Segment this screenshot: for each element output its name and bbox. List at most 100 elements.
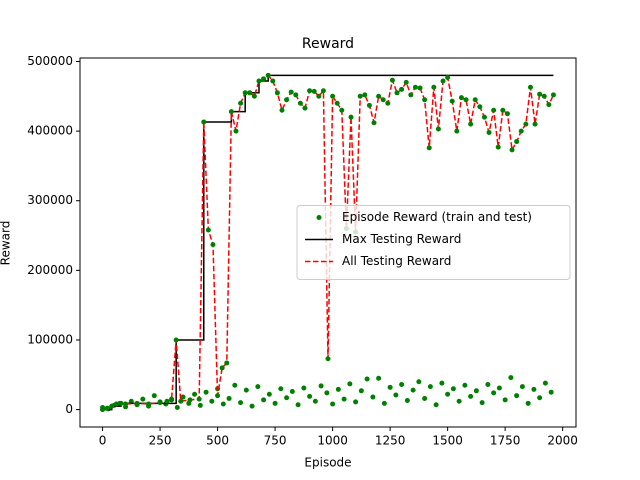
scatter-point [485,382,491,388]
line-marker [463,97,469,103]
scatter-point [462,382,468,388]
y-tick-label: 100000 [27,332,73,346]
line-marker [228,109,234,115]
scatter-point [180,394,186,400]
line-marker [311,88,317,94]
line-marker [196,396,202,402]
scatter-point [376,375,382,381]
line-marker [178,398,184,404]
line-marker [316,93,322,99]
x-tick-label: 2000 [547,434,578,448]
line-marker [325,356,331,362]
scatter-point [197,402,203,408]
line-marker [134,400,140,406]
scatter-point [445,391,451,397]
line-marker [157,400,163,406]
line-marker [205,227,211,233]
scatter-point [301,385,307,391]
line-marker [233,128,239,134]
line-marker [541,93,547,99]
line-marker [238,100,244,106]
scatter-point [479,400,485,406]
scatter-point [364,376,370,382]
line-marker [514,139,520,145]
line-marker [330,93,336,99]
line-marker [371,120,377,126]
line-marker [261,76,267,82]
x-axis-label: Episode [304,456,351,470]
line-marker [431,84,437,90]
scatter-point [140,396,146,402]
scatter-point [272,400,278,406]
scatter-point [289,388,295,394]
line-marker [224,360,230,366]
line-marker [297,100,303,106]
scatter-point [174,405,180,411]
scatter-point [542,380,548,386]
line-marker [422,97,428,103]
scatter-point [514,393,520,399]
scatter-point [261,397,267,403]
scatter-point [370,394,376,400]
line-marker [408,92,414,98]
line-marker [100,407,106,413]
line-marker [251,93,257,99]
scatter-point [243,387,249,393]
scatter-point [537,395,543,401]
line-marker [550,92,556,98]
line-marker [412,84,418,90]
scatter-point [151,393,157,399]
line-marker [288,89,294,95]
x-tick-label: 750 [264,434,287,448]
line-marker [113,401,119,407]
scatter-point [496,385,502,391]
y-tick-label: 400000 [27,124,73,138]
line-marker [449,98,455,104]
y-tick-label: 200000 [27,263,73,277]
line-marker [256,78,262,84]
scatter-point [548,389,554,395]
scatter-point [468,393,474,399]
line-marker [247,90,253,96]
x-tick-label: 0 [99,434,107,448]
x-tick-label: 1500 [432,434,463,448]
line-marker [274,90,280,96]
scatter-point [278,386,284,392]
line-marker [477,104,483,110]
scatter-point [353,399,359,405]
line-marker [164,398,170,404]
line-marker [173,337,179,343]
line-marker [523,121,529,127]
line-marker [399,86,405,92]
line-marker [426,145,432,151]
legend: Episode Reward (train and test) Max Testi… [296,205,571,280]
line-marker [532,121,538,127]
line-marker [284,97,290,103]
line-marker [500,107,506,113]
line-marker [495,144,501,150]
line-marker [279,107,285,113]
line-marker [270,78,276,84]
scatter-point [284,395,290,401]
legend-label: Max Testing Reward [342,232,461,246]
line-marker [527,84,533,90]
scatter-point [508,375,514,381]
scatter-point [439,380,445,386]
scatter-point [266,391,272,397]
line-marker [385,100,391,106]
line-marker [445,74,451,80]
line-marker [320,88,326,94]
scatter-point [410,387,416,393]
scatter-point [255,384,261,390]
x-tick-label: 1750 [490,434,521,448]
scatter-point [433,402,439,408]
scatter-point [295,402,301,408]
scatter-point [502,397,508,403]
line-marker [219,365,225,371]
line-marker [334,100,340,106]
line-marker [491,107,497,113]
line-marker [389,77,395,83]
line-marker [265,72,271,78]
